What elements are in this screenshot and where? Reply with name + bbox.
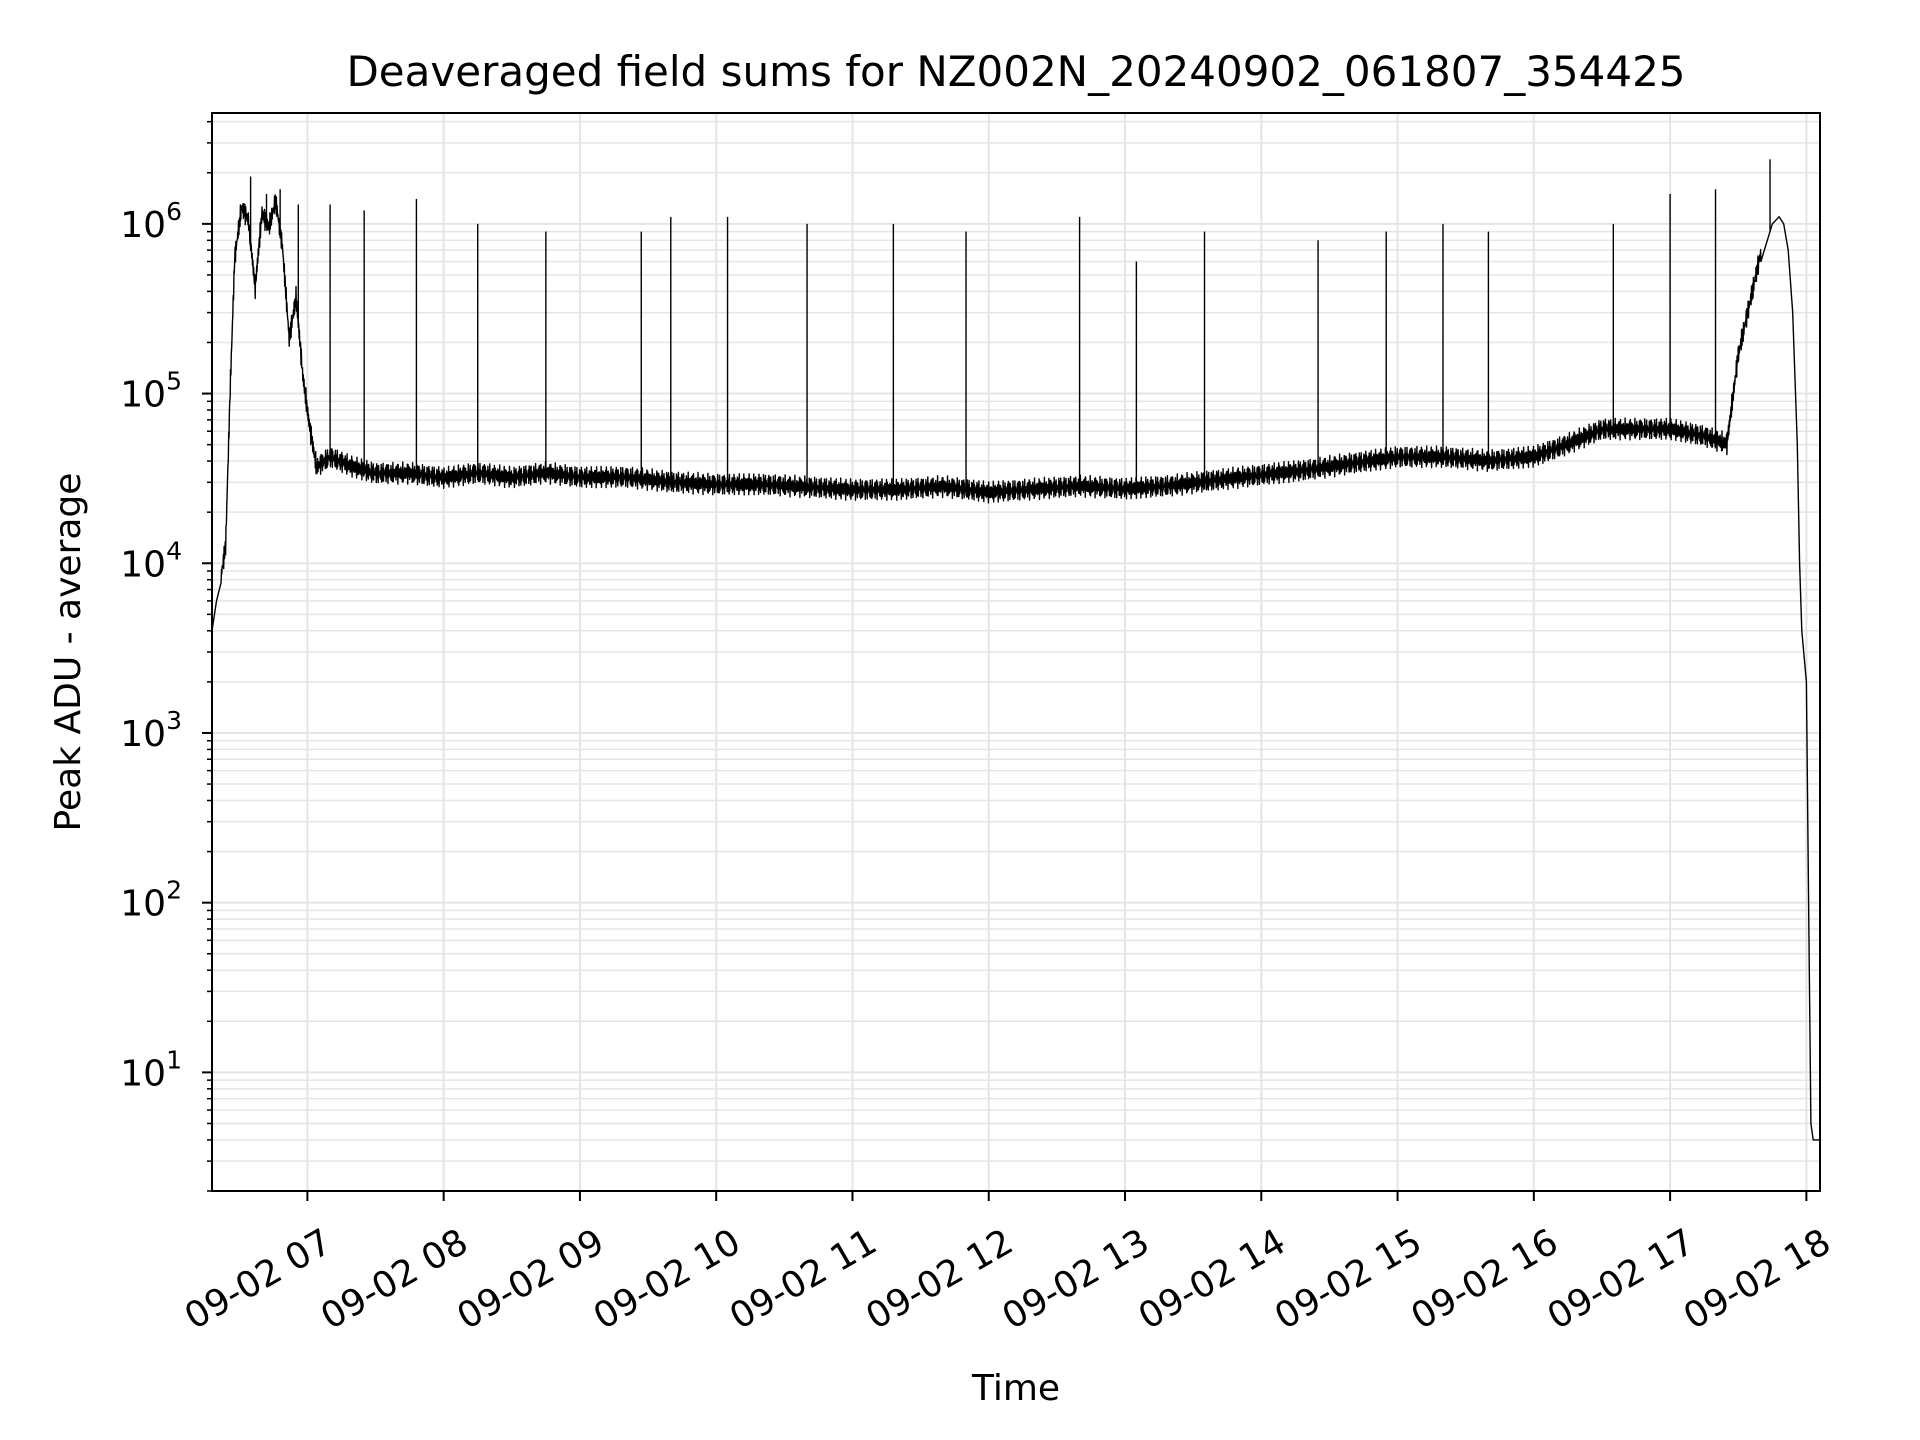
y-tick-label: 102 [120,876,182,925]
x-axis-label: Time [971,1368,1060,1409]
y-tick-label: 106 [120,197,182,246]
series-line [211,159,1820,1141]
y-axis-label: Peak ADU - average [48,473,89,832]
y-tick-label: 105 [120,367,182,416]
y-tick-label: 101 [120,1045,182,1094]
y-axis: 101 102 103 104 105 106 [120,120,212,1192]
y-tick-label: 104 [120,536,182,585]
grid [212,113,1820,1192]
chart-title: Deaveraged field sums for NZ002N_2024090… [346,47,1685,96]
y-tick-label: 103 [120,706,182,755]
